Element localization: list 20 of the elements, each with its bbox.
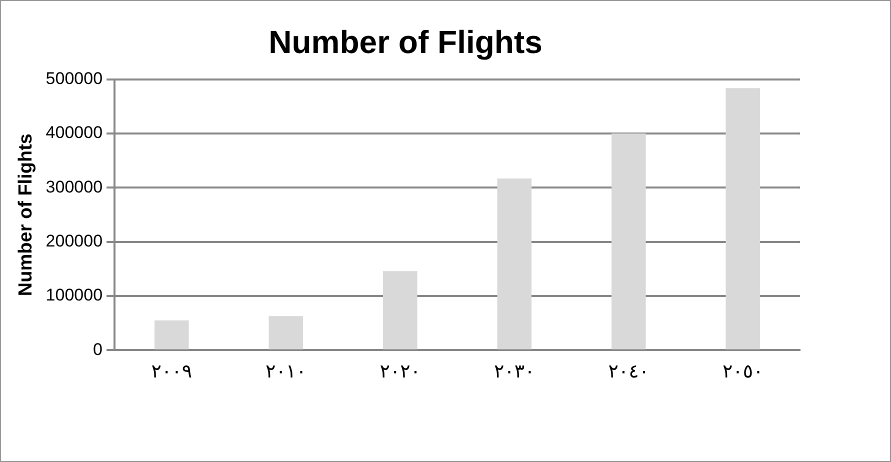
x-tick-label: ٢٠٥٠ [722,360,764,383]
x-tick-label: ٢٠٤٠ [608,360,650,383]
x-tick-label: ٢٠٠٩ [151,360,192,383]
bar [154,320,189,350]
y-tick-label: 500000 [46,69,103,88]
y-axis-title: Number of Flights [16,134,37,296]
x-tick-label: ٢٠٣٠ [494,360,535,383]
x-tick-label: ٢٠٢٠ [380,360,421,383]
y-tick-label: 300000 [46,177,103,196]
x-tick-label: ٢٠١٠ [265,360,306,383]
bar [268,316,304,350]
y-tick-label: 0 [93,340,103,359]
y-tick-label: 200000 [46,232,103,251]
chart-title: Number of Flights [268,24,542,60]
y-tick-label: 100000 [46,286,103,305]
bar [383,271,418,350]
bar [611,134,646,350]
bar [726,88,760,350]
y-tick-label: 400000 [46,123,103,142]
bar [497,178,532,350]
